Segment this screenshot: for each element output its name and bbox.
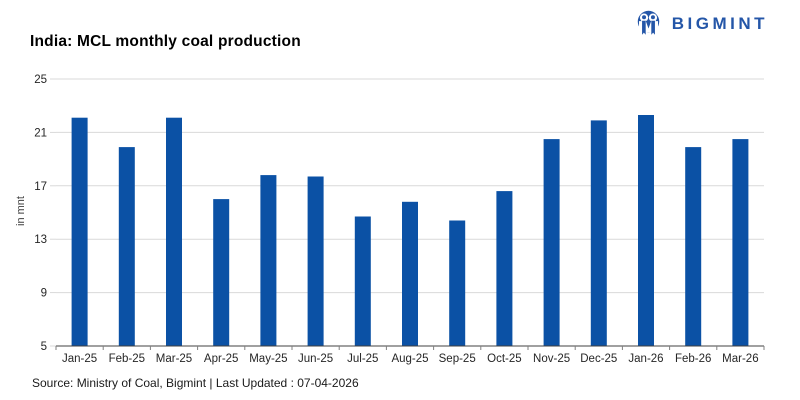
page-title: India: MCL monthly coal production [30,33,301,50]
x-tick-label: Dec-25 [580,353,617,365]
x-tick-label: Jun-25 [298,353,333,365]
y-tick-label: 17 [34,181,47,193]
x-tick-label: Mar-25 [156,353,192,365]
bar-Feb-26 [685,147,702,346]
bar-Jun-25 [307,176,324,346]
bigmint-logo-text: BIGMINT [671,14,768,33]
x-tick-label: Feb-26 [675,353,711,365]
x-tick-label: Oct-25 [487,353,522,365]
y-axis-label: in mnt [15,196,27,226]
bar-Mar-26 [732,139,749,346]
x-tick-label: Aug-25 [391,353,428,365]
bar-May-25 [260,175,277,346]
x-tick-label: Sep-25 [439,353,476,365]
bar-Aug-25 [402,201,418,346]
x-tick-label: Feb-25 [109,353,145,365]
bar-Dec-25 [590,120,607,347]
bar-Nov-25 [543,139,560,346]
bar-Oct-25 [496,191,513,346]
y-tick-label: 25 [34,74,47,86]
source-footer: Source: Ministry of Coal, Bigmint | Last… [32,376,359,390]
y-tick-label: 9 [41,288,47,300]
x-tick-label: Apr-25 [204,353,239,365]
x-tick-label: Jan-26 [628,353,663,365]
bar-Jan-26 [638,115,654,346]
y-tick-label: 21 [34,127,47,139]
bar-Jan-25 [71,117,88,346]
x-tick-label: Mar-26 [722,353,758,365]
y-tick-label: 13 [34,234,47,246]
bigmint-logo: BIGMINT [632,6,768,42]
x-tick-label: Nov-25 [533,353,570,365]
x-tick-label: Jan-25 [62,353,97,365]
bigmint-circle-m-icon [632,6,665,42]
bar-Sep-25 [449,220,466,346]
bar-Jul-25 [354,216,371,346]
x-tick-label: Jul-25 [347,353,378,365]
x-tick-label: May-25 [249,353,287,365]
y-tick-label: 5 [41,341,47,353]
bar-Feb-25 [118,147,135,346]
bar-Mar-25 [166,117,182,346]
bar-Apr-25 [213,199,230,346]
